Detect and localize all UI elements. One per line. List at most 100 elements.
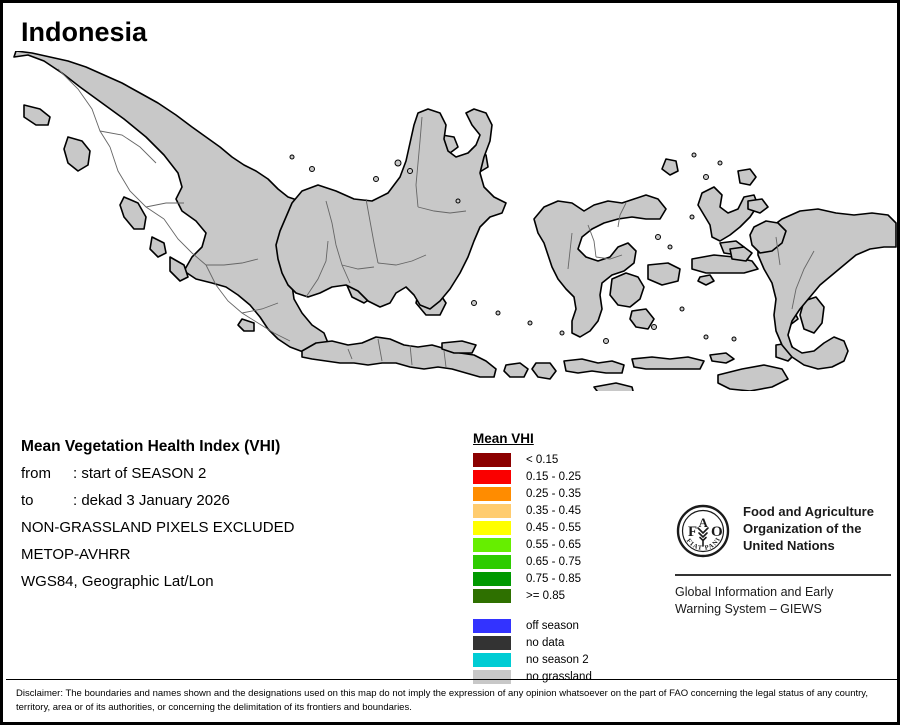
- island-lombok: [531, 362, 557, 380]
- legend: Mean VHI < 0.15 0.15 - 0.25 0.25 - 0.35 0.3…: [473, 431, 643, 686]
- legend-special-swatch: [473, 670, 511, 684]
- legend-class-row: 0.75 - 0.85: [473, 571, 643, 587]
- legend-class-label: >= 0.85: [526, 590, 566, 602]
- legend-title: Mean VHI: [473, 431, 534, 446]
- legend-class-row: 0.15 - 0.25: [473, 469, 643, 485]
- legend-class-swatch: [473, 572, 511, 586]
- fao-header: F A O FIAT PANIS Food and Agriculture Or…: [673, 498, 891, 564]
- legend-class-row: < 0.15: [473, 452, 643, 468]
- legend-class-label: 0.35 - 0.45: [526, 505, 581, 517]
- island-alor: [709, 352, 735, 364]
- legend-class-row: 0.65 - 0.75: [473, 554, 643, 570]
- legend-class-label: < 0.15: [526, 454, 559, 466]
- legend-class-list: < 0.15 0.15 - 0.25 0.25 - 0.35 0.35 - 0.45 0…: [473, 452, 643, 604]
- legend-class-swatch: [473, 589, 511, 603]
- island-sumba: [593, 382, 634, 391]
- legend-special-list: off season no data no season 2 no grassland: [473, 618, 643, 685]
- disclaimer-text: Disclaimer: The boundaries and names sho…: [16, 688, 868, 713]
- legend-class-row: 0.25 - 0.35: [473, 486, 643, 502]
- legend-class-label: 0.45 - 0.55: [526, 522, 581, 534]
- legend-class-label: 0.75 - 0.85: [526, 573, 581, 585]
- legend-class-label: 0.25 - 0.35: [526, 488, 581, 500]
- legend-class-label: 0.55 - 0.65: [526, 539, 581, 551]
- island-siberut: [119, 196, 147, 230]
- legend-class-row: 0.35 - 0.45: [473, 503, 643, 519]
- legend-class-swatch: [473, 504, 511, 518]
- island-pagai: [169, 256, 189, 282]
- legend-special-row: off season: [473, 618, 643, 634]
- info-pixel-note: NON-GRASSLAND PIXELS EXCLUDED: [21, 519, 295, 536]
- island-waigeo: [747, 198, 769, 214]
- island-morotai: [737, 168, 757, 186]
- info-from-row: from : start of SEASON 2: [21, 460, 451, 487]
- info-to-value: : dekad 3 January 2026: [73, 492, 230, 509]
- map-canvas[interactable]: [6, 51, 897, 391]
- legend-class-swatch: [473, 453, 511, 467]
- info-to-key: to: [21, 492, 34, 509]
- island-buru: [647, 262, 681, 286]
- legend-special-row: no grassland: [473, 669, 643, 685]
- island-sulawesi: [533, 194, 667, 338]
- legend-special-swatch: [473, 636, 511, 650]
- island-simeulue: [23, 104, 51, 126]
- map-islets: [289, 152, 737, 344]
- island-flores: [631, 356, 705, 370]
- legend-special-row: no season 2: [473, 652, 643, 668]
- legend-special-label: no grassland: [526, 671, 592, 683]
- island-bali: [503, 362, 529, 378]
- fao-system-name: Global Information and Early Warning Sys…: [675, 585, 834, 616]
- legend-special-row: no data: [473, 635, 643, 651]
- legend-special-label: no data: [526, 637, 565, 649]
- legend-special-swatch: [473, 653, 511, 667]
- fao-organization-name: Food and Agriculture Organization of the…: [743, 504, 874, 553]
- legend-spacer: [473, 605, 643, 618]
- legend-special-label: off season: [526, 620, 579, 632]
- island-aru: [799, 296, 825, 334]
- island-papua: [757, 208, 897, 370]
- legend-class-row: 0.45 - 0.55: [473, 520, 643, 536]
- legend-class-swatch: [473, 555, 511, 569]
- legend-class-swatch: [473, 538, 511, 552]
- info-from-value: : start of SEASON 2: [73, 465, 207, 482]
- fao-branding: F A O FIAT PANIS Food and Agriculture Or…: [673, 498, 891, 618]
- svg-text:O: O: [711, 524, 723, 540]
- legend-special-swatch: [473, 619, 511, 633]
- page-title: Indonesia: [21, 17, 148, 47]
- info-to-row: to : dekad 3 January 2026: [21, 487, 451, 514]
- island-sumatra: [13, 51, 329, 354]
- map-land-layer: [13, 51, 897, 391]
- info-sensor: METOP-AVHRR: [21, 546, 131, 563]
- island-sipora: [149, 236, 167, 258]
- legend-class-label: 0.65 - 0.75: [526, 556, 581, 568]
- legend-special-label: no season 2: [526, 654, 589, 666]
- island-timor: [717, 364, 789, 391]
- svg-text:A: A: [699, 515, 709, 530]
- island-buton: [629, 308, 655, 330]
- island-madura: [441, 340, 477, 354]
- island-sumbawa: [563, 358, 625, 374]
- disclaimer-divider: [6, 679, 897, 680]
- island-halmahera: [697, 186, 759, 242]
- legend-class-row: >= 0.85: [473, 588, 643, 604]
- map-admin-boundaries: [57, 68, 815, 368]
- legend-class-swatch: [473, 521, 511, 535]
- island-nias: [63, 136, 91, 172]
- legend-class-swatch: [473, 487, 511, 501]
- svg-text:F: F: [688, 524, 697, 540]
- legend-class-row: 0.55 - 0.65: [473, 537, 643, 553]
- island-sulawesi-southeast: [609, 272, 645, 308]
- island-ambon: [697, 274, 715, 286]
- fao-divider: [675, 574, 891, 576]
- info-projection: WGS84, Geographic Lat/Lon: [21, 573, 214, 590]
- legend-class-label: 0.15 - 0.25: [526, 471, 581, 483]
- map-info-block: Mean Vegetation Health Index (VHI) from …: [21, 433, 451, 595]
- island-enggano: [237, 318, 255, 332]
- fao-logo-icon: F A O FIAT PANIS: [673, 498, 731, 564]
- island-sangihe: [661, 158, 679, 176]
- island-kalimantan: [275, 108, 507, 310]
- island-misool: [729, 246, 753, 262]
- legend-class-swatch: [473, 470, 511, 484]
- info-heading: Mean Vegetation Health Index (VHI): [21, 438, 281, 455]
- island-java: [301, 336, 497, 378]
